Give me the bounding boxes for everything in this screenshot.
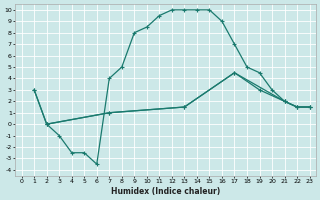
X-axis label: Humidex (Indice chaleur): Humidex (Indice chaleur) bbox=[111, 187, 220, 196]
